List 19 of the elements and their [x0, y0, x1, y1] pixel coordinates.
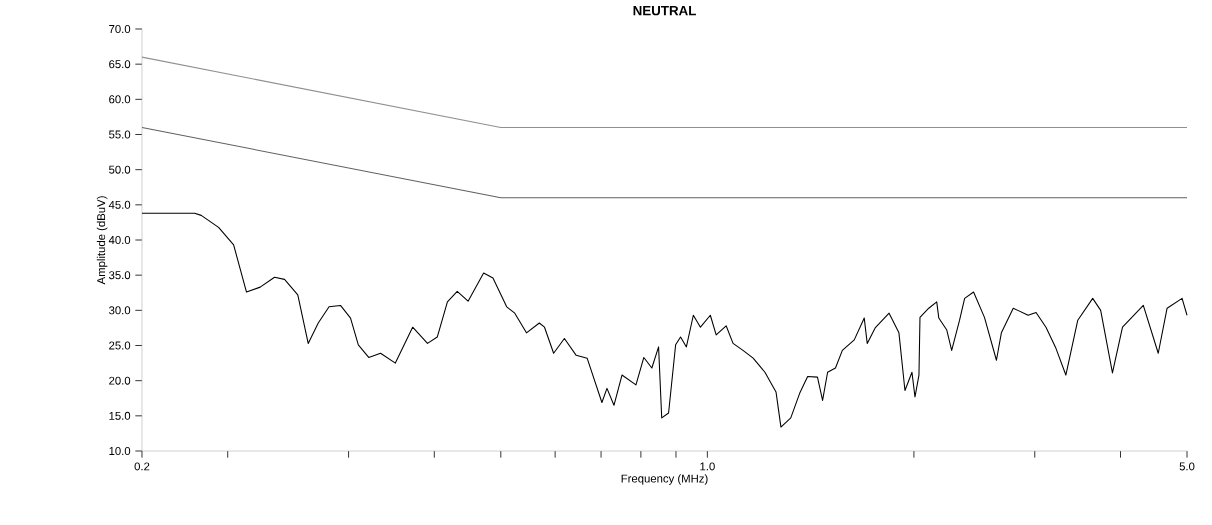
y-tick-label: 55.0 [109, 130, 131, 139]
y-tick-label: 15.0 [109, 411, 131, 420]
y-tick-label: 10.0 [109, 447, 131, 456]
y-tick-label: 25.0 [109, 341, 131, 350]
x-tick-label: 5.0 [1179, 462, 1195, 471]
y-tick-label: 60.0 [109, 95, 131, 104]
y-tick-label: 30.0 [109, 306, 131, 315]
x-tick-label: 1.0 [700, 462, 715, 471]
y-tick-label: 35.0 [109, 271, 131, 280]
x-tick-label: 0.2 [134, 462, 150, 471]
y-tick-label: 70.0 [109, 25, 131, 33]
y-tick-label: 65.0 [109, 60, 131, 69]
x-axis-title: Frequency (MHz) [621, 474, 708, 485]
y-tick-label: 40.0 [108, 236, 131, 244]
y-tick-label: 50.0 [109, 165, 131, 174]
y-tick-label: 45.0 [108, 200, 131, 209]
y-axis-title: Amplitude (dBuV) [96, 196, 108, 285]
y-tick-label: 20.0 [109, 376, 131, 385]
chart-title: NEUTRAL [633, 6, 696, 16]
